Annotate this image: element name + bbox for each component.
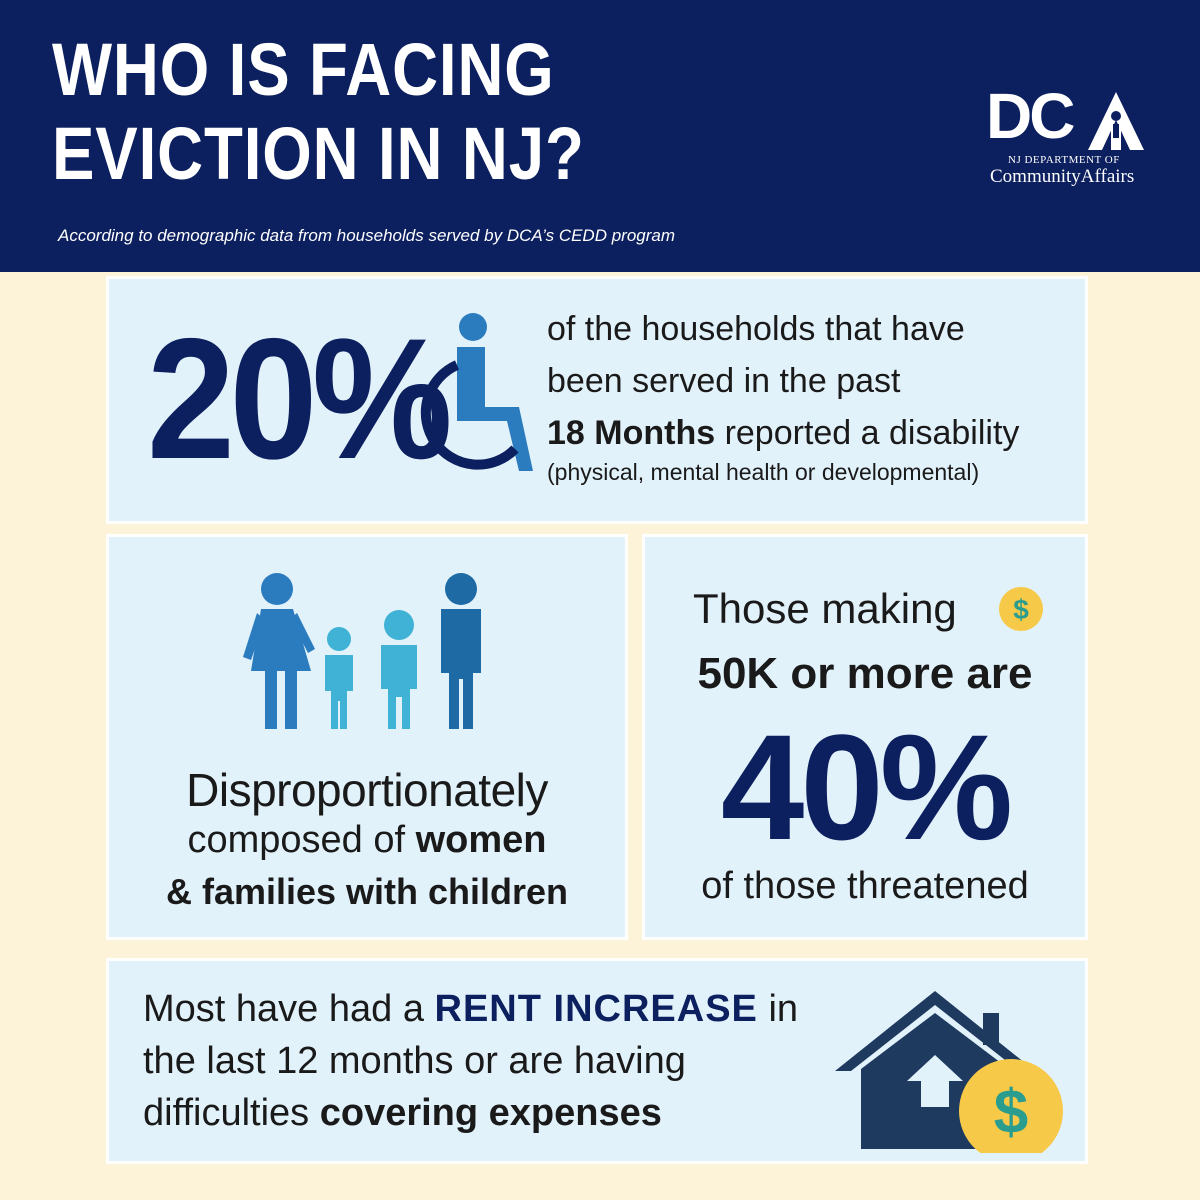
dollar-coin-icon: $ <box>999 587 1043 631</box>
rent-covering-expenses: covering expenses <box>319 1092 662 1134</box>
rent-part-1: Most have had a <box>143 988 435 1030</box>
families-line-2: composed of women <box>109 819 625 862</box>
families-line-3: & families with children <box>165 871 569 912</box>
families-women: women <box>415 819 547 861</box>
income-line-2: 50K or more are <box>697 649 1033 698</box>
disability-line-1: of the households that have <box>547 310 965 348</box>
logo-mark: DC <box>986 80 1075 152</box>
rent-description: Most have had a RENT INCREASE in the las… <box>143 983 823 1139</box>
disability-period: 18 Months <box>547 414 716 452</box>
income-line-4: of those threatened <box>701 865 1029 907</box>
house-icon: $ <box>835 991 1063 1153</box>
house-dollar-sign: $ <box>994 1078 1028 1147</box>
logo-text-community-affairs: CommunityAffairs <box>990 166 1135 187</box>
families-line-1: Disproportionately <box>186 764 548 816</box>
families-panel: Disproportionately composed of women & f… <box>106 534 628 940</box>
disability-line-3: 18 Months reported a disability <box>547 407 1087 459</box>
coin-dollar-sign: $ <box>1013 594 1029 625</box>
families-line-2-start: composed of <box>187 819 416 861</box>
disability-stat: 20% <box>147 303 453 495</box>
dca-logo: DC NJ DEPARTMENT OF CommunityAffairs <box>986 84 1156 194</box>
family-icon <box>243 573 481 729</box>
disability-line-2: been served in the past <box>547 362 901 400</box>
disability-panel: 20% of the households that have been ser… <box>106 276 1088 524</box>
income-stat: 40% <box>720 703 1013 871</box>
income-line-1: Those making <box>693 585 957 632</box>
disability-line-3-rest: reported a disability <box>715 414 1020 452</box>
disability-description: of the households that have been served … <box>547 303 1087 459</box>
rent-increase-highlight: RENT INCREASE <box>434 988 758 1030</box>
title-line-1: WHO IS FACING <box>52 28 555 111</box>
rent-panel: Most have had a RENT INCREASE in the las… <box>106 958 1088 1164</box>
title-line-2: EVICTION IN NJ? <box>52 112 585 195</box>
rent-part-2: in the last 12 months or are having diff… <box>143 988 799 1134</box>
logo-text-department: NJ DEPARTMENT OF <box>1008 154 1120 166</box>
subtitle: According to demographic data from house… <box>58 226 676 245</box>
income-panel: Those making $ 50K or more are 40% of th… <box>642 534 1088 940</box>
disability-note: (physical, mental health or developmenta… <box>547 459 980 485</box>
header-banner: WHO IS FACING EVICTION IN NJ? According … <box>0 0 1200 272</box>
logo-house-icon <box>1088 92 1144 150</box>
page-title: WHO IS FACING EVICTION IN NJ? <box>52 28 585 196</box>
wheelchair-icon <box>420 313 533 471</box>
